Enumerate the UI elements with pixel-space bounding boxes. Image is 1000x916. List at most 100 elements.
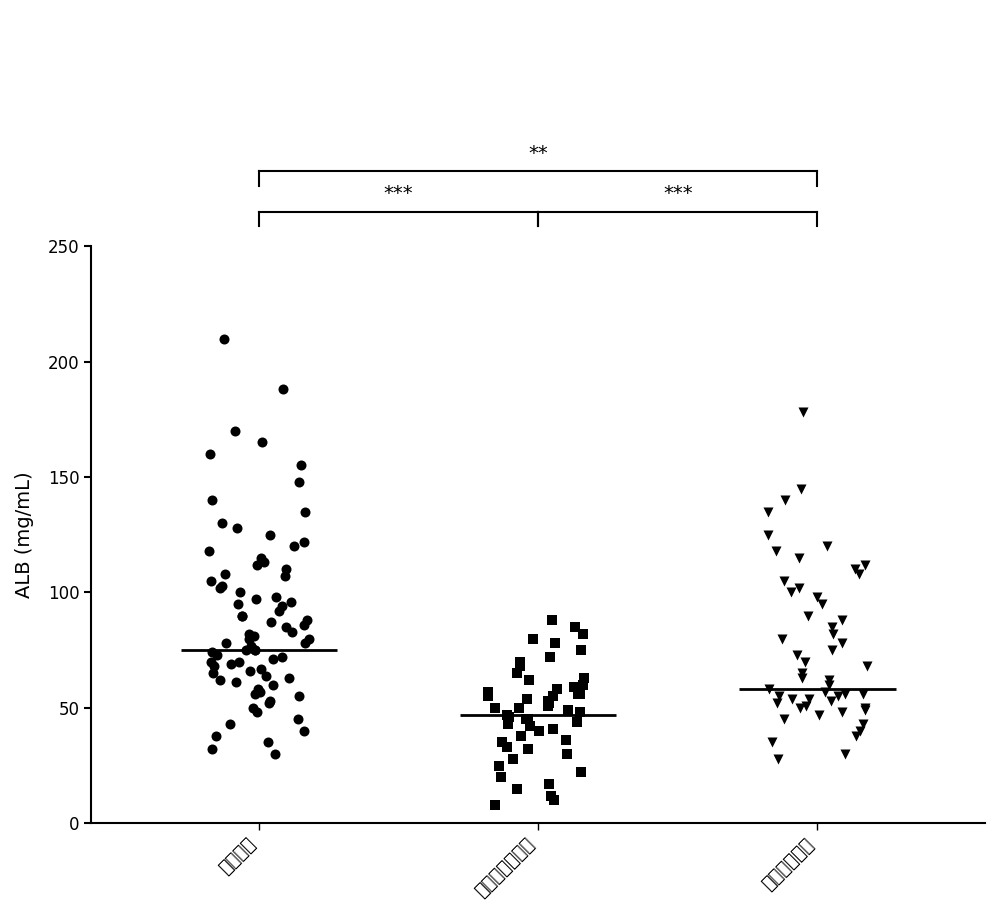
Point: [811, 707, 827, 722]
Point: [265, 652, 281, 667]
Point: [208, 728, 224, 743]
Point: [296, 534, 312, 549]
Point: [265, 678, 281, 692]
Point: [794, 666, 810, 681]
Point: [243, 638, 259, 653]
Point: [203, 573, 219, 588]
Point: [776, 712, 792, 726]
Point: [541, 696, 557, 711]
Point: [544, 613, 560, 627]
Point: [789, 648, 805, 662]
Point: [575, 627, 591, 641]
Point: [480, 684, 496, 699]
Point: [247, 643, 263, 658]
Point: [204, 645, 220, 660]
Point: [821, 678, 837, 692]
Point: [848, 728, 864, 743]
Point: [784, 692, 800, 706]
Point: [573, 765, 589, 780]
Point: [204, 493, 220, 507]
Point: [764, 736, 780, 750]
Point: [837, 687, 853, 702]
Point: [830, 689, 846, 703]
Point: [795, 405, 811, 420]
Point: [797, 654, 813, 669]
Point: [814, 596, 830, 611]
Point: [242, 663, 258, 678]
Point: [509, 666, 525, 681]
Point: [545, 689, 561, 703]
Point: [297, 505, 313, 519]
Point: [261, 696, 277, 711]
Text: **: **: [528, 144, 548, 162]
Point: [824, 620, 840, 635]
Point: [234, 608, 250, 623]
Point: [855, 687, 871, 702]
Point: [283, 594, 299, 609]
Point: [575, 678, 591, 692]
Point: [817, 684, 833, 699]
Point: [284, 625, 300, 639]
Point: [834, 613, 850, 627]
Point: [576, 671, 592, 685]
Point: [291, 689, 307, 703]
Point: [494, 736, 510, 750]
Point: [216, 332, 232, 346]
Point: [501, 710, 517, 725]
Point: [258, 668, 274, 682]
Point: [247, 687, 263, 702]
Point: [212, 673, 228, 688]
Point: [794, 671, 810, 685]
Point: [296, 724, 312, 738]
Point: [540, 698, 556, 713]
Point: [238, 643, 254, 658]
Point: [234, 608, 250, 623]
Point: [777, 493, 793, 507]
Point: [245, 701, 261, 715]
Point: [760, 528, 776, 542]
Point: [793, 481, 809, 496]
Point: [249, 705, 265, 720]
Point: [549, 682, 565, 697]
Point: [209, 648, 225, 662]
Point: [299, 613, 315, 627]
Point: [768, 543, 784, 558]
Point: [774, 631, 790, 646]
Point: [217, 567, 233, 582]
Point: [271, 604, 287, 618]
Point: [541, 777, 557, 791]
Point: [505, 751, 521, 766]
Point: [512, 659, 528, 673]
Point: [540, 693, 556, 708]
Point: [837, 747, 853, 761]
Point: [232, 585, 248, 600]
Point: [253, 661, 269, 676]
Point: [202, 447, 218, 462]
Point: [851, 567, 867, 582]
Point: [293, 458, 309, 473]
Point: [487, 798, 503, 812]
Point: [290, 712, 306, 726]
Point: [204, 742, 220, 757]
Point: [254, 435, 270, 450]
Point: [274, 599, 290, 614]
Point: [512, 654, 528, 669]
Point: [560, 703, 576, 717]
Point: [227, 423, 243, 438]
Point: [256, 555, 272, 570]
Point: [771, 689, 787, 703]
Point: [801, 692, 817, 706]
Point: [770, 751, 786, 766]
Point: [499, 707, 515, 722]
Point: [262, 528, 278, 542]
Point: [559, 747, 575, 761]
Point: [260, 736, 276, 750]
Point: [205, 666, 221, 681]
Point: [263, 616, 279, 630]
Point: [521, 673, 537, 688]
Point: [301, 631, 317, 646]
Point: [291, 474, 307, 489]
Point: [567, 620, 583, 635]
Y-axis label: ALB (mg/mL): ALB (mg/mL): [15, 472, 34, 598]
Point: [250, 682, 266, 697]
